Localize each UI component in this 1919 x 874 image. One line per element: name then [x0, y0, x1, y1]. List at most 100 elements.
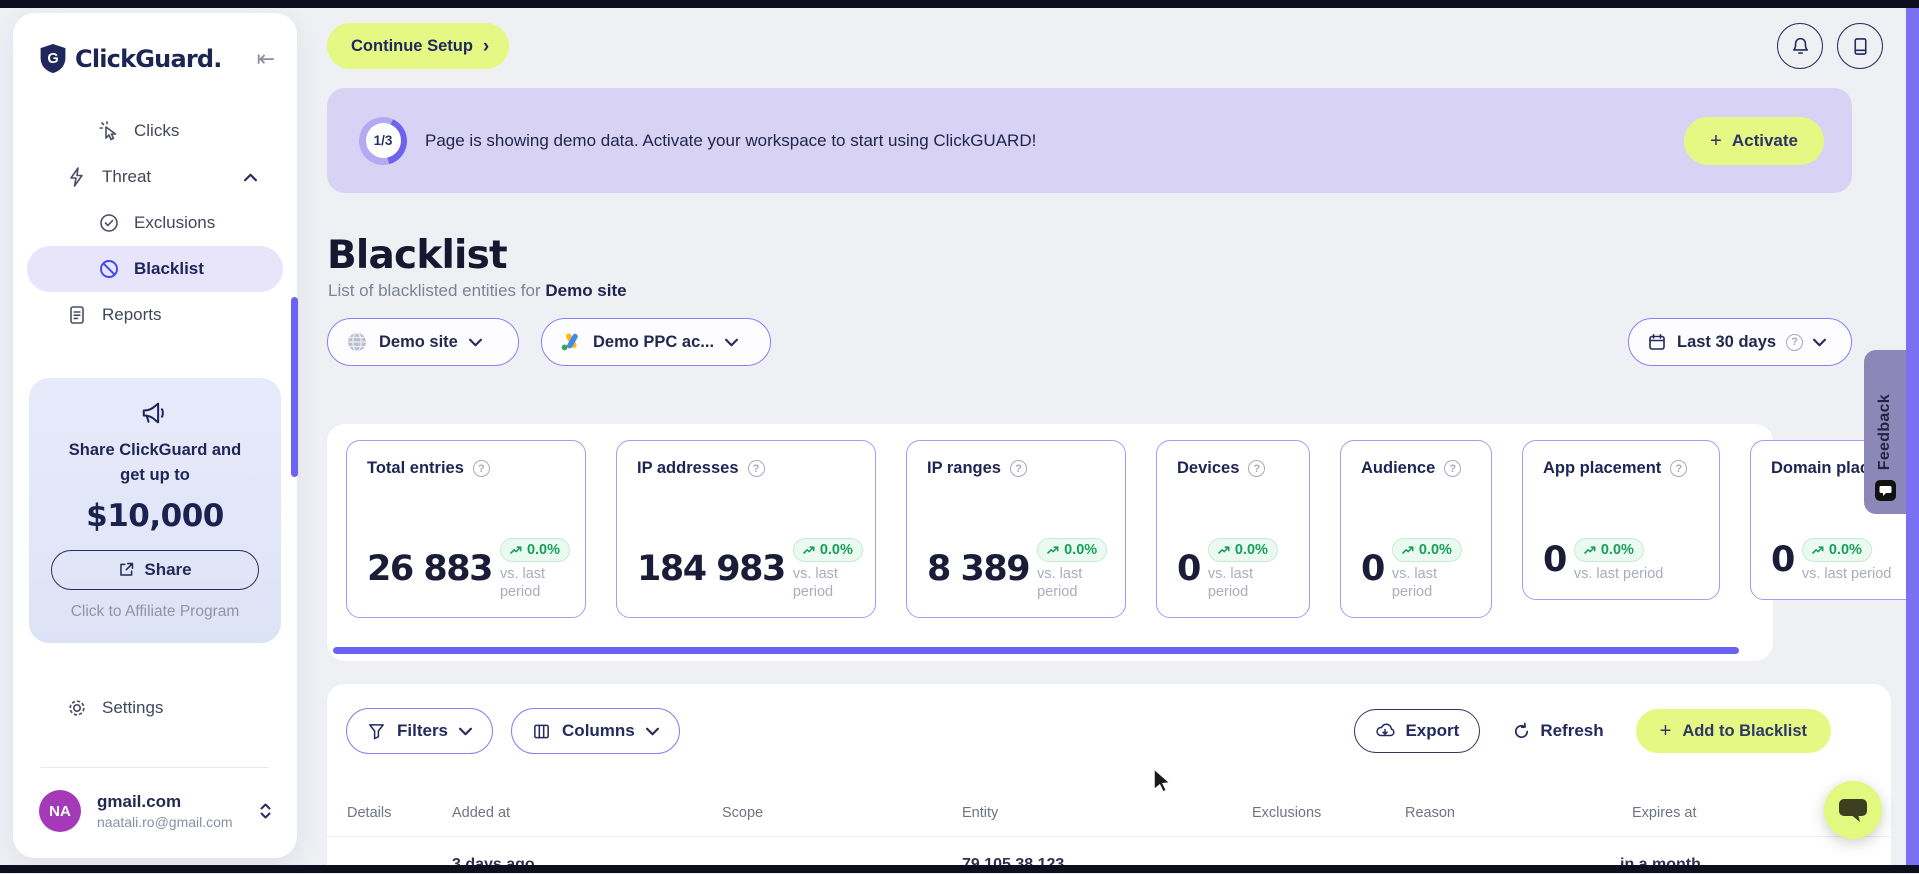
activate-button[interactable]: + Activate: [1684, 116, 1824, 165]
chevron-up-icon: [244, 173, 257, 181]
sidebar-item-threat[interactable]: Threat: [13, 154, 297, 200]
column-header-details[interactable]: Details: [347, 805, 392, 821]
activate-label: Activate: [1731, 130, 1798, 150]
ban-icon: [100, 260, 118, 278]
export-label: Export: [1405, 721, 1460, 740]
delta-badge: 0.0%: [1391, 537, 1462, 562]
affiliate-promo-card[interactable]: Share ClickGuard and get up to $10,000 S…: [29, 378, 281, 643]
sidebar-item-clicks[interactable]: Clicks: [13, 108, 297, 154]
delta-badge: 0.0%: [1037, 537, 1108, 562]
sidebar-item-reports[interactable]: Reports: [13, 292, 297, 338]
ppc-account-selector[interactable]: Demo PPC ac...: [541, 318, 771, 366]
column-header-added-at[interactable]: Added at: [452, 805, 511, 821]
columns-label: Columns: [562, 721, 635, 740]
chevron-down-icon: [1813, 338, 1827, 346]
sidebar-item-exclusions[interactable]: Exclusions: [13, 200, 297, 246]
globe-icon: [348, 332, 366, 352]
column-header-expires-at[interactable]: Expires at: [1632, 805, 1697, 821]
sidebar-collapse-icon[interactable]: ⇤: [256, 45, 275, 71]
sidebar-item-blacklist[interactable]: Blacklist: [27, 246, 283, 292]
chevron-down-icon: [459, 727, 473, 735]
avatar: NA: [39, 790, 81, 832]
column-header-entity[interactable]: Entity: [962, 805, 999, 821]
sidebar-item-settings[interactable]: Settings: [13, 685, 297, 731]
stats-panel: Total entries ? 26 883 0.0% vs. last per…: [327, 424, 1919, 661]
filters-button[interactable]: Filters: [346, 708, 494, 754]
sidebar-scrollbar[interactable]: [291, 297, 298, 477]
column-header-scope[interactable]: Scope: [722, 805, 764, 821]
help-icon[interactable]: ?: [472, 460, 490, 477]
arrow-right-icon: ›: [482, 35, 490, 57]
stat-value: 8 389: [927, 549, 1031, 590]
brand-logo[interactable]: G ClickGuard.: [39, 43, 222, 74]
page-scrollbar[interactable]: [1906, 8, 1919, 865]
document-icon: [70, 306, 84, 324]
stat-card-ip-ranges: IP ranges ? 8 389 0.0% vs. last period: [906, 440, 1126, 618]
notifications-button[interactable]: [1777, 23, 1823, 69]
continue-setup-button[interactable]: Continue Setup ›: [327, 23, 510, 69]
stat-label: App placement: [1543, 459, 1662, 477]
stat-label: Audience: [1361, 459, 1436, 477]
blacklist-table-panel: Filters Columns Export Refresh: [327, 684, 1891, 873]
column-header-exclusions[interactable]: Exclusions: [1252, 805, 1322, 821]
site-selector[interactable]: Demo site: [327, 318, 519, 366]
funnel-icon: [369, 723, 384, 739]
stat-label: IP ranges: [927, 459, 1001, 477]
trend-up-icon: [1584, 546, 1596, 554]
help-icon[interactable]: ?: [1009, 460, 1027, 477]
trend-up-icon: [1402, 546, 1414, 554]
promo-caption: Click to Affiliate Program: [70, 602, 240, 620]
help-icon[interactable]: ?: [1444, 460, 1462, 477]
docs-button[interactable]: [1837, 23, 1883, 69]
column-header-reason[interactable]: Reason: [1405, 805, 1455, 821]
sidebar-item-label: Clicks: [134, 121, 180, 140]
refresh-button[interactable]: Refresh: [1506, 720, 1609, 742]
chevron-up-down-icon: [260, 803, 271, 819]
stat-value: 184 983: [637, 549, 786, 590]
export-button[interactable]: Export: [1354, 709, 1481, 753]
svg-text:G: G: [47, 51, 58, 67]
help-icon[interactable]: ?: [1248, 460, 1266, 477]
banner-message: Page is showing demo data. Activate your…: [425, 130, 1037, 150]
help-icon[interactable]: ?: [1670, 460, 1688, 477]
vs-last-period: vs. last period: [1573, 565, 1664, 582]
stat-value: 0: [1771, 540, 1795, 581]
chevron-down-icon: [645, 727, 659, 735]
share-button[interactable]: Share: [51, 549, 259, 590]
table-toolbar: Filters Columns Export Refresh: [346, 708, 1831, 754]
lightning-icon: [70, 167, 83, 187]
vs-last-period: vs. last period: [499, 565, 546, 600]
stat-card-app-placement: App placement ? 0 0.0% vs. last period: [1522, 440, 1720, 600]
date-range-value: Last 30 days: [1677, 332, 1777, 351]
account-switcher[interactable]: NA gmail.com naatali.ro@gmail.com: [13, 768, 297, 858]
promo-amount: $10,000: [86, 497, 224, 534]
feedback-chat-icon: [1874, 480, 1896, 501]
trend-up-icon: [1218, 546, 1230, 554]
vs-last-period: vs. last period: [1801, 565, 1892, 582]
help-icon[interactable]: ?: [1786, 333, 1804, 351]
sidebar-item-label: Reports: [102, 305, 162, 324]
table-header-divider: [327, 836, 1891, 837]
trend-up-icon: [510, 546, 522, 554]
chat-bubble-icon: [1839, 799, 1867, 822]
vs-last-period: vs. last period: [792, 565, 838, 600]
stats-horizontal-scrollbar[interactable]: [333, 647, 1739, 654]
bell-icon: [1792, 37, 1808, 54]
help-icon[interactable]: ?: [747, 460, 765, 477]
add-to-blacklist-button[interactable]: + Add to Blacklist: [1635, 709, 1831, 753]
stat-value: 0: [1543, 540, 1567, 581]
external-link-icon: [120, 562, 134, 576]
page-subtitle-site: Demo site: [545, 281, 627, 300]
columns-button[interactable]: Columns: [511, 708, 680, 754]
feedback-label: Feedback: [1876, 393, 1893, 470]
badge-check-icon: [100, 214, 118, 232]
sidebar-nav: Clicks Threat Exclusions Blacklist: [13, 108, 298, 477]
feedback-tab[interactable]: Feedback: [1864, 350, 1906, 514]
vs-last-period: vs. last period: [1391, 565, 1437, 600]
date-range-selector[interactable]: Last 30 days ?: [1628, 318, 1852, 366]
chat-launcher-button[interactable]: [1824, 781, 1882, 839]
setup-progress-ring: 1/3: [359, 116, 407, 165]
vs-last-period: vs. last period: [1207, 565, 1253, 600]
delta-badge: 0.0%: [1801, 537, 1872, 562]
stat-value: 0: [1177, 549, 1201, 590]
